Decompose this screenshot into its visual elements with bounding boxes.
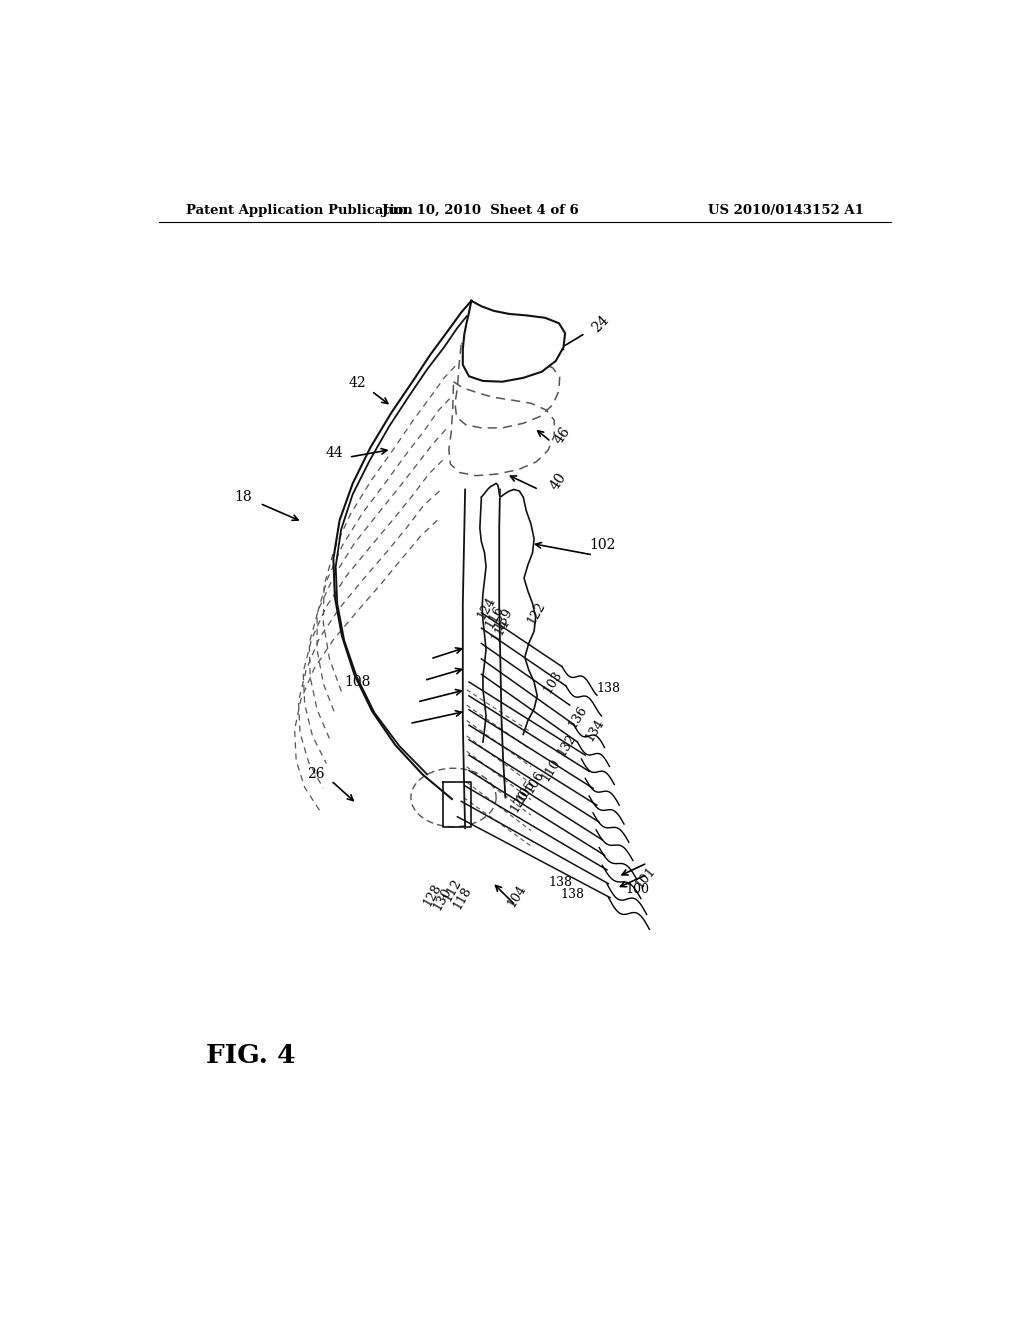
Text: 42: 42 xyxy=(348,376,367,391)
Text: 118: 118 xyxy=(452,884,474,911)
Text: 130: 130 xyxy=(431,886,455,913)
Text: 46: 46 xyxy=(552,424,573,447)
Text: 122: 122 xyxy=(525,599,548,626)
Polygon shape xyxy=(481,483,523,498)
Text: 136: 136 xyxy=(565,704,590,731)
Text: 105: 105 xyxy=(514,777,538,805)
Text: 110: 110 xyxy=(540,756,563,783)
Text: 138: 138 xyxy=(561,888,585,902)
Text: 116: 116 xyxy=(483,603,506,631)
Text: 24: 24 xyxy=(590,313,612,335)
Text: 134: 134 xyxy=(583,717,606,743)
Text: 124: 124 xyxy=(475,594,499,622)
Text: 138: 138 xyxy=(597,681,621,694)
Text: 114: 114 xyxy=(488,616,512,643)
Text: Jun. 10, 2010  Sheet 4 of 6: Jun. 10, 2010 Sheet 4 of 6 xyxy=(382,205,579,218)
Text: 101: 101 xyxy=(633,865,658,891)
Text: 18: 18 xyxy=(233,490,252,504)
Polygon shape xyxy=(463,301,565,381)
Text: 139: 139 xyxy=(493,606,515,632)
Text: 103: 103 xyxy=(541,668,564,696)
Text: Patent Application Publication: Patent Application Publication xyxy=(186,205,413,218)
Text: 108: 108 xyxy=(344,675,371,689)
Text: 128: 128 xyxy=(421,880,444,908)
Text: 40: 40 xyxy=(548,470,569,494)
Text: 102: 102 xyxy=(589,539,615,552)
Text: 132: 132 xyxy=(555,731,579,759)
Text: 112: 112 xyxy=(440,876,464,903)
Text: 26: 26 xyxy=(307,767,325,781)
Text: 44: 44 xyxy=(326,446,344,459)
Text: 120: 120 xyxy=(508,787,531,814)
Text: FIG. 4: FIG. 4 xyxy=(206,1043,295,1068)
Text: 106: 106 xyxy=(523,768,547,796)
Text: 104: 104 xyxy=(505,883,529,909)
Text: US 2010/0143152 A1: US 2010/0143152 A1 xyxy=(709,205,864,218)
Text: 138: 138 xyxy=(549,875,572,888)
Text: 100: 100 xyxy=(626,883,649,896)
